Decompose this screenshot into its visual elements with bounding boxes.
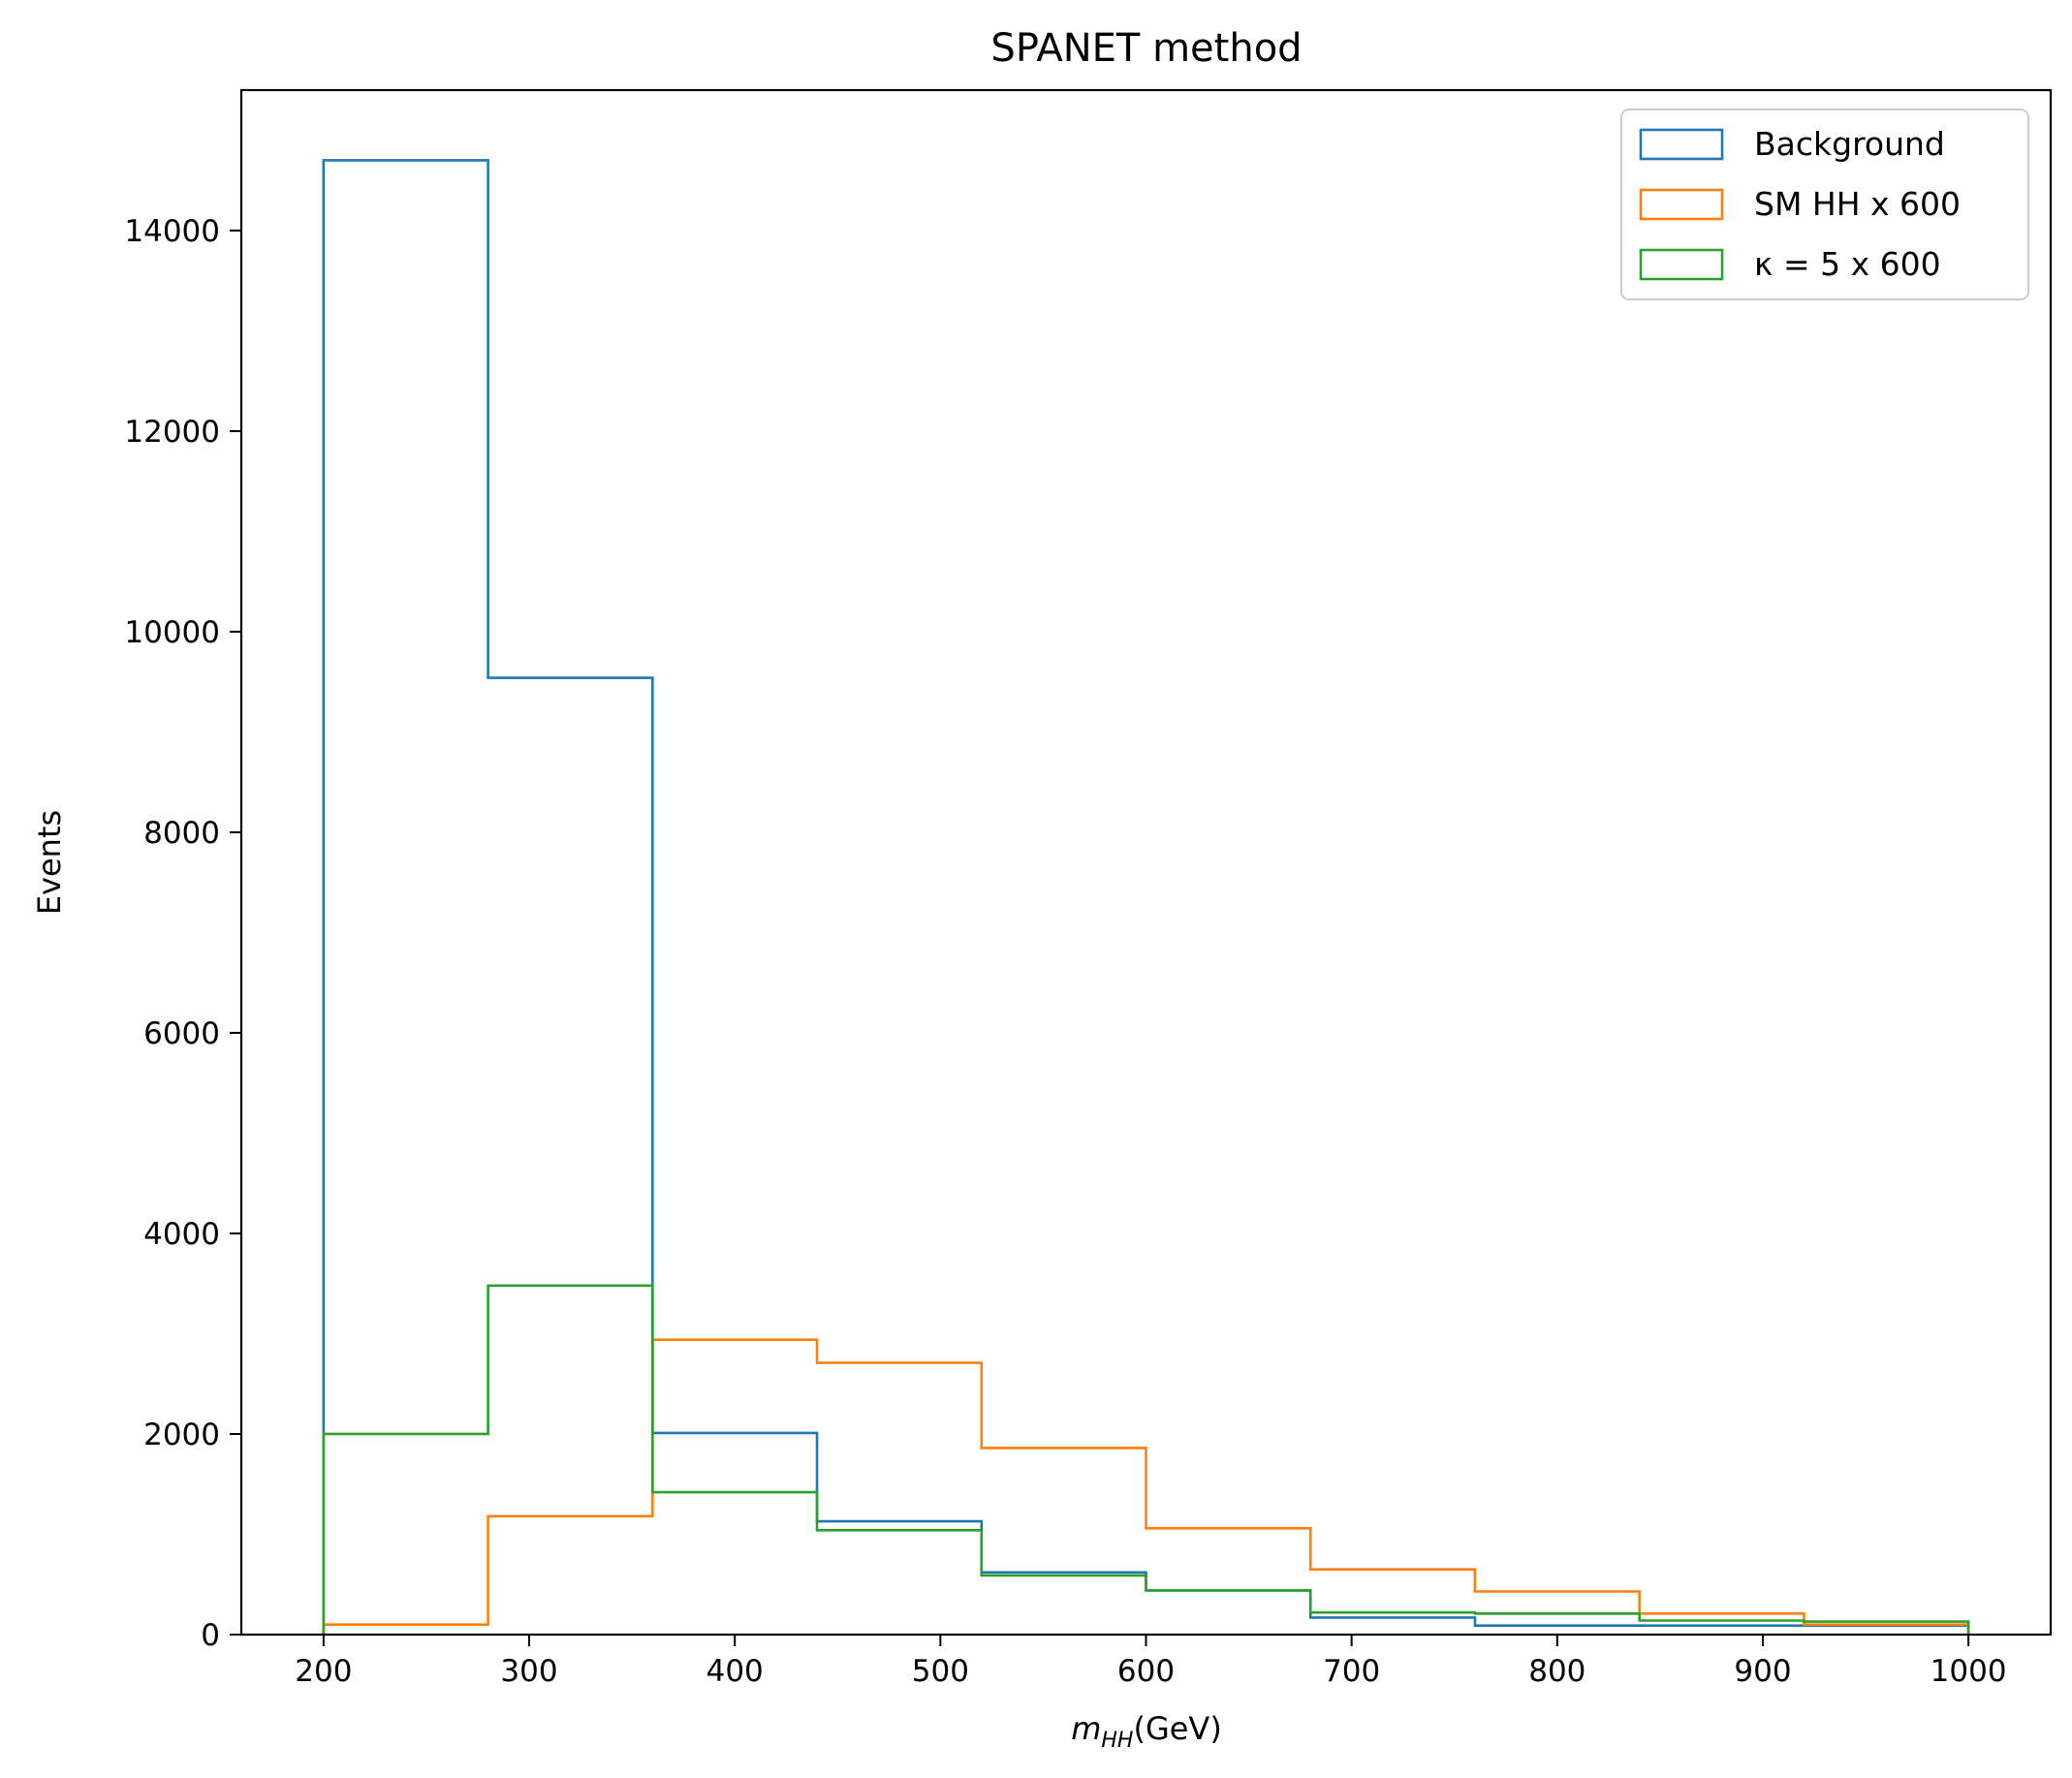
y-tick-label: 12000 — [124, 415, 220, 450]
y-axis: 0 2000 4000 6000 8000 10000 12000 14000 — [124, 214, 241, 1653]
legend-swatch-2 — [1639, 188, 1724, 221]
y-tick-label: 14000 — [124, 214, 220, 249]
y-axis-title: Events — [31, 810, 68, 915]
y-tick-label: 10000 — [124, 615, 220, 650]
x-axis: 200 300 400 500 600 700 800 900 1000 — [295, 1635, 2007, 1689]
legend-swatch-1 — [1639, 128, 1724, 161]
chart-title: SPANET method — [990, 26, 1302, 71]
series-step-3 — [322, 1284, 1970, 1635]
series-step-2 — [322, 1338, 1970, 1635]
x-tick-label: 400 — [706, 1654, 764, 1689]
legend-label-2: SM HH x 600 — [1754, 185, 1961, 223]
legend-swatch-3 — [1639, 248, 1724, 281]
legend-label-3: κ = 5 x 600 — [1754, 245, 1941, 283]
x-tick-label: 200 — [295, 1654, 352, 1689]
x-axis-title: mHH(GeV) — [1071, 1710, 1222, 1753]
legend: Background SM HH x 600 κ = 5 x 600 — [1620, 109, 2029, 300]
x-tick-label: 500 — [912, 1654, 969, 1689]
x-tick-label: 300 — [500, 1654, 557, 1689]
x-tick-label: 800 — [1528, 1654, 1585, 1689]
plot-area — [239, 88, 2053, 1637]
series-layer — [322, 159, 1970, 1635]
y-tick-label: 0 — [201, 1618, 220, 1653]
y-tick-label: 8000 — [143, 816, 220, 851]
x-tick-label: 900 — [1734, 1654, 1791, 1689]
y-tick-label: 2000 — [143, 1418, 220, 1452]
series-step-1 — [322, 159, 1970, 1635]
x-tick-label: 700 — [1323, 1654, 1380, 1689]
x-tick-label: 600 — [1117, 1654, 1175, 1689]
y-tick-label: 6000 — [143, 1016, 220, 1051]
x-tick-label: 1000 — [1931, 1654, 2007, 1689]
legend-label-1: Background — [1754, 125, 1945, 163]
y-tick-label: 4000 — [143, 1217, 220, 1252]
